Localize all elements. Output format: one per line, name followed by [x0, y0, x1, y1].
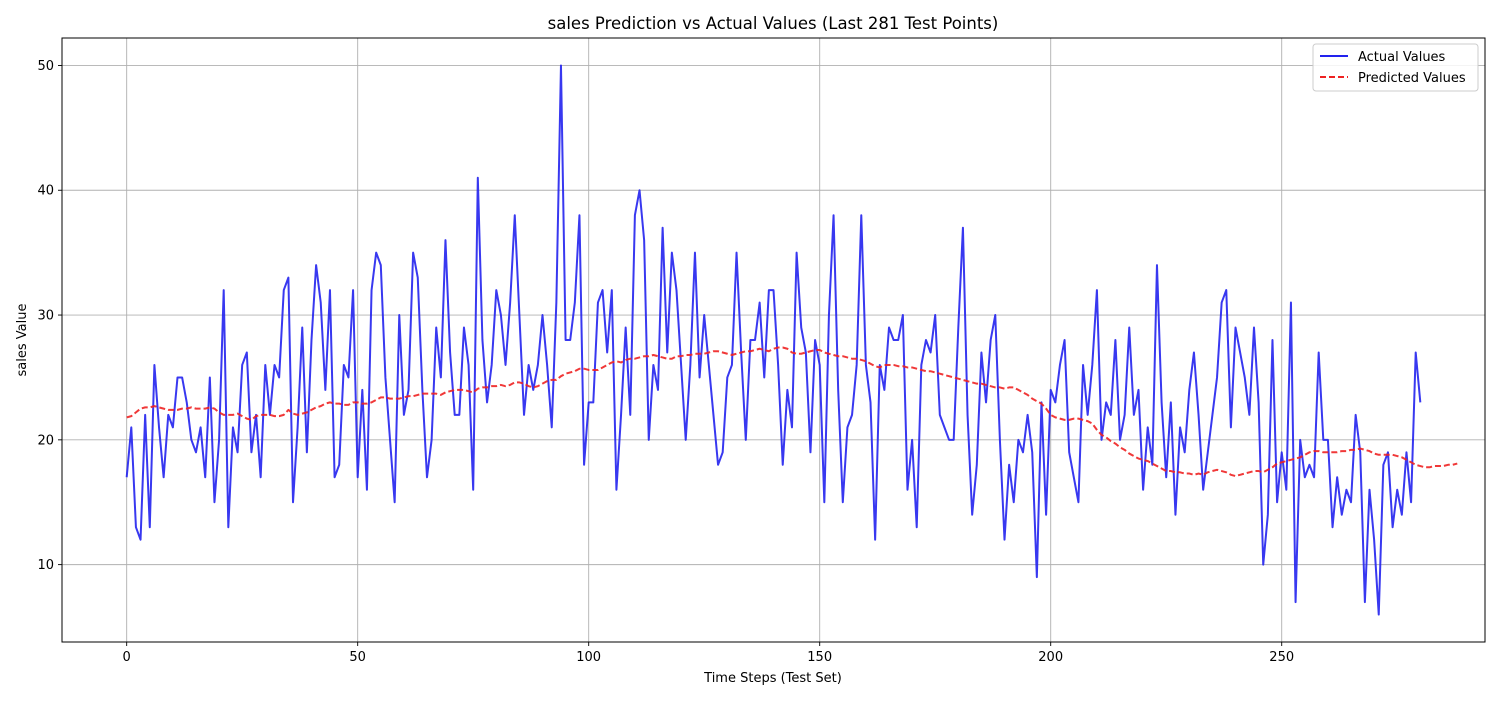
- x-tick-label: 100: [576, 650, 601, 665]
- y-tick-label: 30: [37, 309, 54, 324]
- x-tick-label: 200: [1038, 650, 1063, 665]
- actual-values-line: [125, 64, 1422, 616]
- y-axis-label: sales Value: [15, 304, 30, 377]
- predicted-values-line: [126, 346, 1458, 478]
- x-tick-label: 0: [123, 650, 131, 665]
- legend-label-predicted: Predicted Values: [1358, 71, 1466, 86]
- x-tick-label: 250: [1269, 650, 1294, 665]
- series-layer: [125, 64, 1458, 616]
- x-tick-label: 50: [349, 650, 366, 665]
- y-tick-label: 10: [37, 558, 54, 573]
- y-tick-label: 20: [37, 433, 54, 448]
- grid-layer: [62, 38, 1485, 642]
- legend-label-actual: Actual Values: [1358, 50, 1446, 65]
- y-tick-label: 50: [37, 59, 54, 74]
- x-tick-label: 150: [807, 650, 832, 665]
- legend-box: [1312, 43, 1479, 92]
- plot-frame: [61, 37, 1486, 643]
- axis-ticks: 0 50 100 150 200 250 10 20 30 40 50: [37, 59, 1294, 665]
- chart-title: sales Prediction vs Actual Values (Last …: [548, 14, 999, 33]
- x-axis-label: Time Steps (Test Set): [703, 671, 842, 686]
- y-tick-label: 40: [37, 184, 54, 199]
- legend: Actual Values Predicted Values: [1312, 43, 1479, 92]
